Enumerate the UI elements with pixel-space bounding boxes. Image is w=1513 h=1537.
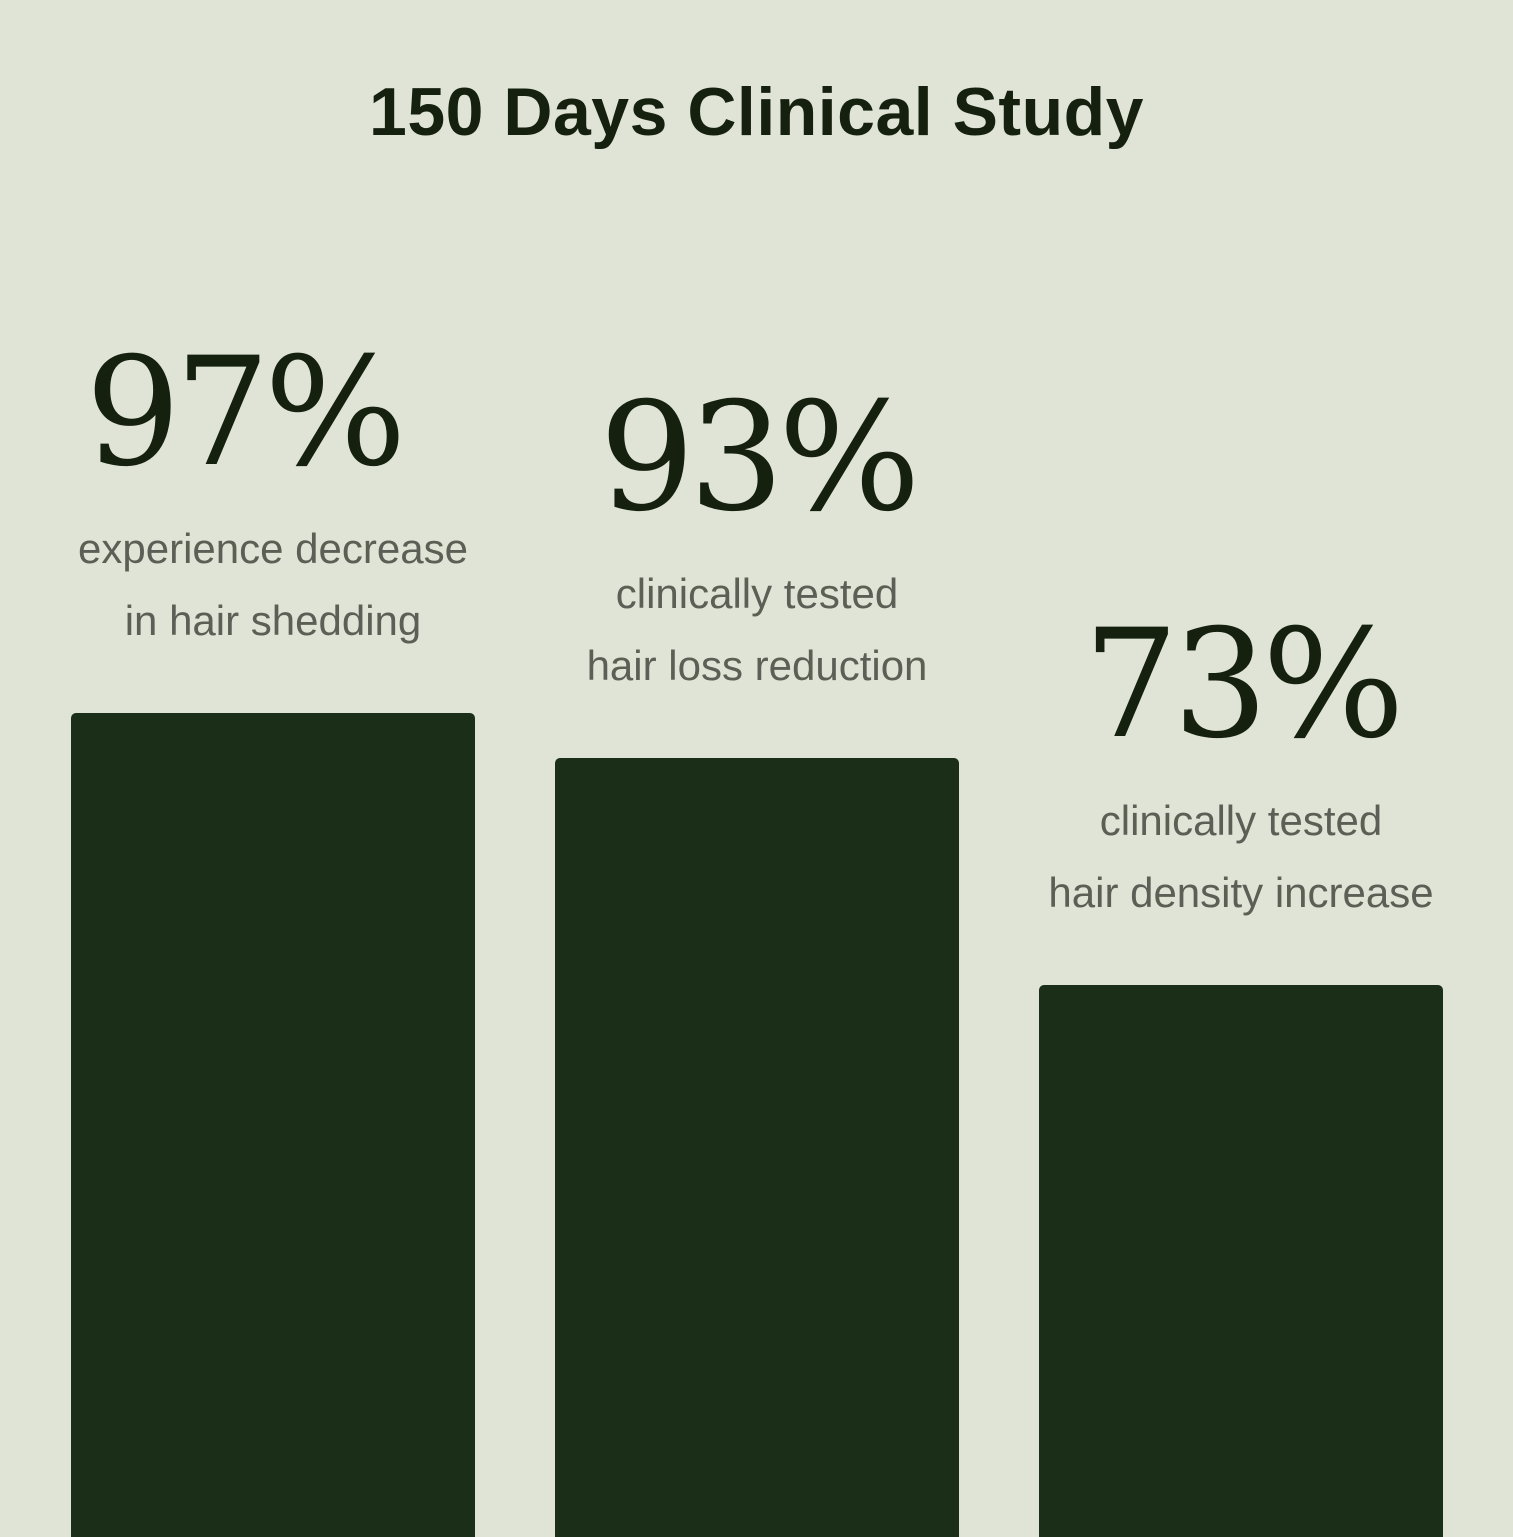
bar-2: [555, 758, 959, 1537]
category-label-1-line-2: in hair shedding: [124, 597, 422, 644]
value-label-1: 97%: [85, 326, 406, 500]
category-label-1-line-1: experience decrease: [78, 525, 468, 572]
category-label-3-line-2: hair density increase: [1048, 869, 1434, 916]
bar-1: [71, 713, 475, 1537]
category-label-2-line-1: clinically tested: [615, 570, 899, 617]
category-label-2-line-2: hair loss reduction: [586, 642, 928, 689]
value-label-2: 93%: [599, 371, 920, 545]
value-label-3: 73%: [1083, 598, 1404, 772]
category-label-3: clinically tested hair density increase: [981, 785, 1501, 929]
chart-title: 150 Days Clinical Study: [369, 74, 1144, 150]
bar-3: [1039, 985, 1443, 1537]
category-label-3-line-1: clinically tested: [1099, 797, 1383, 844]
category-label-2: clinically tested hair loss reduction: [497, 558, 1017, 702]
category-label-1: experience decrease in hair shedding: [13, 513, 533, 657]
